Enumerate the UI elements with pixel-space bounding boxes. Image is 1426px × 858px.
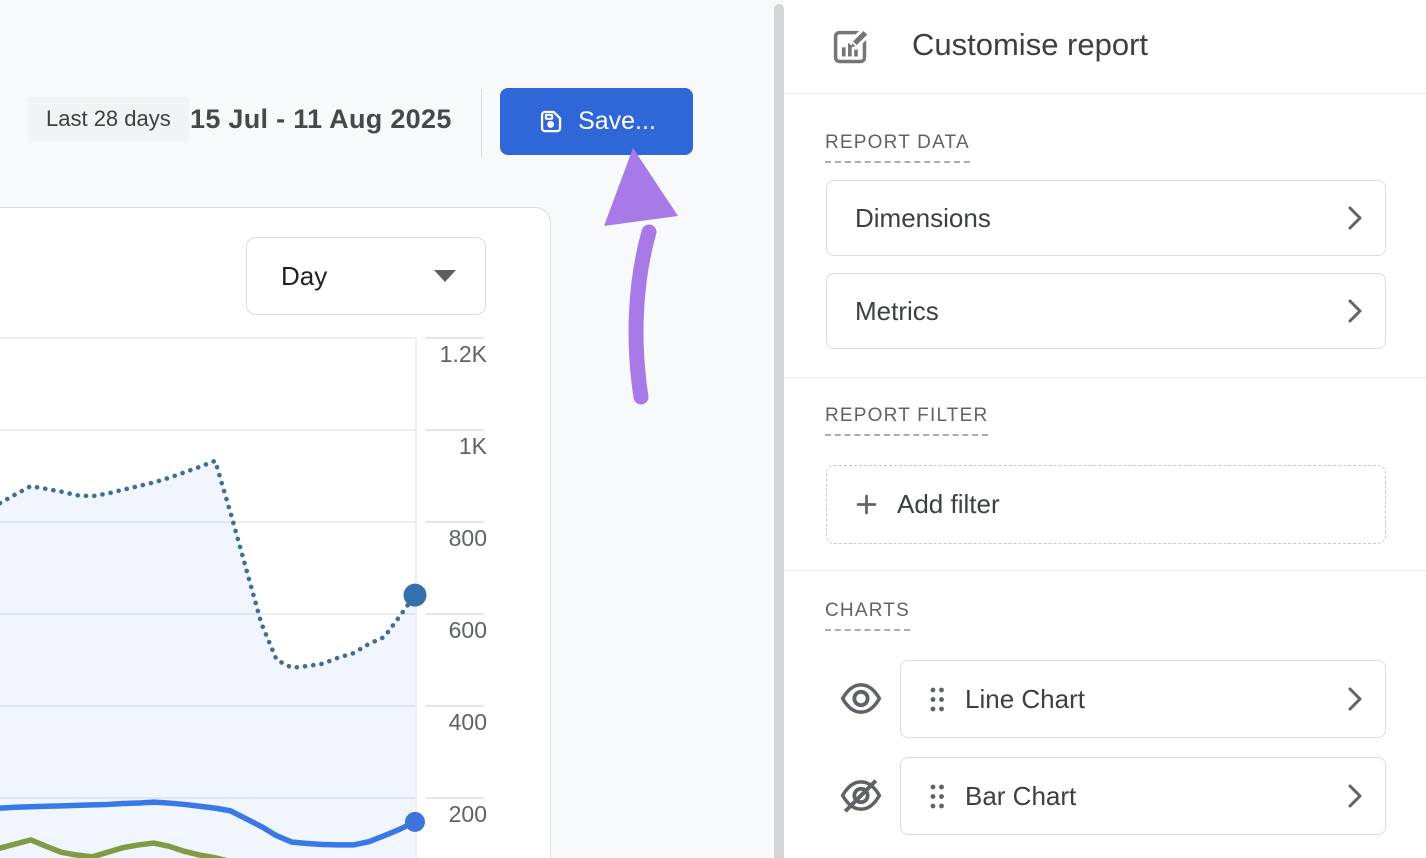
date-range-chip-label: Last 28 days bbox=[46, 106, 171, 131]
svg-text:600: 600 bbox=[449, 617, 487, 643]
granularity-value: Day bbox=[281, 260, 328, 291]
save-floppy-icon bbox=[537, 108, 564, 135]
drag-handle-icon[interactable] bbox=[929, 686, 945, 713]
edit-chart-icon bbox=[830, 25, 872, 74]
report-filter-heading: REPORT FILTER bbox=[825, 405, 989, 436]
charts-heading: CHARTS bbox=[825, 600, 910, 631]
eye-visible-icon bbox=[840, 681, 882, 716]
scrollbar[interactable] bbox=[774, 4, 784, 858]
svg-text:400: 400 bbox=[449, 709, 487, 735]
report-data-heading: REPORT DATA bbox=[825, 132, 970, 163]
panel-title: Customise report bbox=[912, 27, 1149, 62]
caret-down-icon bbox=[433, 269, 457, 283]
add-filter-button[interactable]: Add filter bbox=[826, 465, 1386, 544]
plus-icon bbox=[853, 491, 880, 518]
bar-chart-visibility-toggle[interactable] bbox=[836, 773, 886, 817]
line-chart-card bbox=[0, 207, 551, 858]
metrics-card[interactable]: Metrics bbox=[826, 273, 1386, 349]
bar-chart-card-item[interactable]: Bar Chart bbox=[900, 757, 1386, 835]
save-button-label: Save... bbox=[578, 107, 656, 135]
line-chart-card-item[interactable]: Line Chart bbox=[900, 660, 1386, 738]
dimensions-card[interactable]: Dimensions bbox=[826, 180, 1386, 256]
panel-divider bbox=[784, 377, 1426, 378]
line-chart-visibility-toggle[interactable] bbox=[836, 676, 886, 720]
svg-text:1.2K: 1.2K bbox=[440, 341, 488, 367]
svg-text:1K: 1K bbox=[459, 433, 488, 459]
bar-chart-label: Bar Chart bbox=[965, 780, 1077, 811]
metrics-label: Metrics bbox=[855, 295, 939, 326]
trend-chart[interactable]: 1.2K 1K 800 600 400 200 bbox=[0, 330, 548, 858]
toolbar-divider bbox=[481, 89, 482, 157]
granularity-dropdown[interactable]: Day bbox=[246, 237, 486, 315]
save-button[interactable]: Save... bbox=[500, 88, 693, 155]
eye-hidden-icon bbox=[840, 778, 882, 813]
add-filter-label: Add filter bbox=[897, 489, 1000, 519]
chevron-right-icon bbox=[1347, 685, 1363, 713]
date-range-value[interactable]: 15 Jul - 11 Aug 2025 bbox=[190, 103, 452, 134]
chevron-right-icon bbox=[1347, 204, 1363, 232]
chevron-right-icon bbox=[1347, 782, 1363, 810]
panel-divider bbox=[784, 93, 1426, 94]
drag-handle-icon[interactable] bbox=[929, 783, 945, 810]
dimensions-label: Dimensions bbox=[855, 202, 991, 233]
chevron-right-icon bbox=[1347, 297, 1363, 325]
line-chart-label: Line Chart bbox=[965, 683, 1085, 714]
panel-divider bbox=[784, 570, 1426, 571]
svg-text:200: 200 bbox=[449, 801, 487, 827]
date-range-chip[interactable]: Last 28 days bbox=[28, 97, 189, 141]
svg-text:800: 800 bbox=[449, 525, 487, 551]
